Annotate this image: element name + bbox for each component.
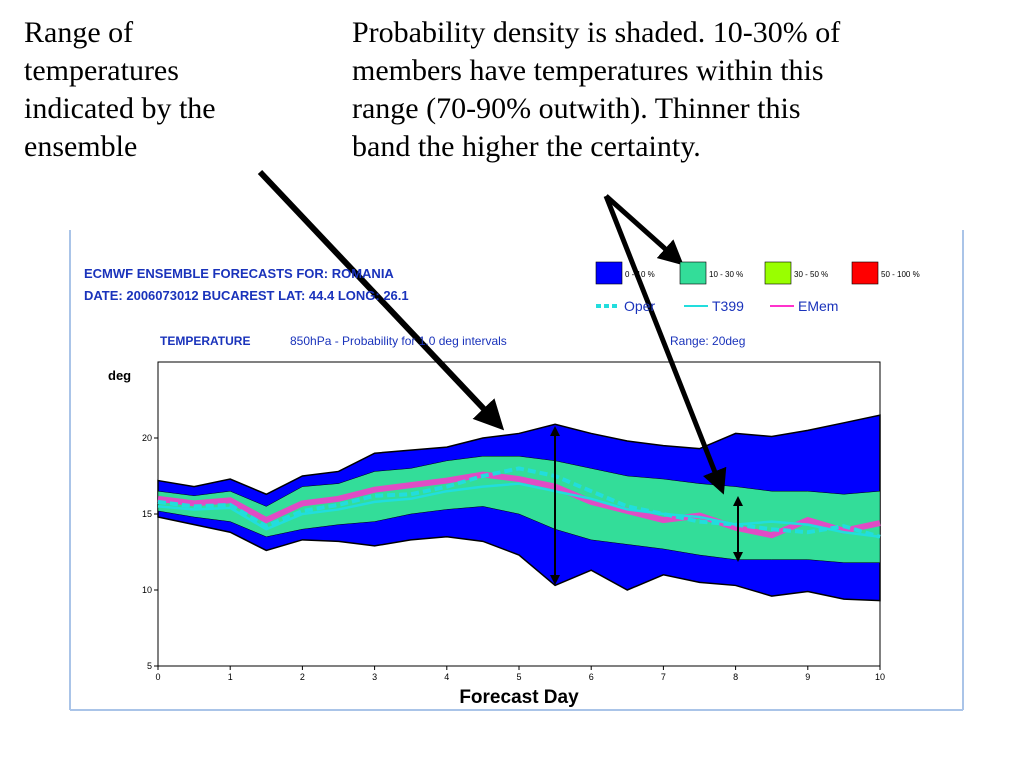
x-tick-label: 5 [516, 672, 521, 682]
x-tick-label: 7 [661, 672, 666, 682]
forecast-line [157, 482, 881, 539]
legend-label: EMem [798, 298, 838, 314]
legend-label: Oper [624, 298, 655, 314]
x-tick-label: 9 [805, 672, 810, 682]
legend-label: 50 - 100 % [881, 270, 920, 279]
chart-title: DATE: 2006073012 BUCAREST LAT: 44.4 LONG… [84, 288, 409, 303]
note-right: band the higher the certainty. [352, 130, 701, 163]
x-tick-label: 4 [444, 672, 449, 682]
x-tick-label: 3 [372, 672, 377, 682]
legend-swatch [764, 261, 792, 285]
legend-label: 30 - 50 % [794, 270, 828, 279]
subtitle: TEMPERATURE [160, 334, 250, 348]
arrow [604, 194, 684, 266]
x-tick-label: 6 [589, 672, 594, 682]
plot: 5 10 15 20 0 1 2 3 4 5 6 7 8 9 10 [142, 361, 885, 682]
forecast-line [157, 471, 881, 539]
probability-band [157, 455, 881, 563]
x-axis-label: Forecast Day [459, 687, 579, 708]
y-tick-label: 15 [142, 509, 152, 519]
note-right: members have temperatures within this [352, 54, 824, 87]
x-tick-label: 1 [228, 672, 233, 682]
note-left: ensemble [24, 130, 137, 163]
note-left: Range of [24, 16, 133, 49]
x-tick-label: 8 [733, 672, 738, 682]
x-tick-label: 2 [300, 672, 305, 682]
arrow [257, 169, 505, 431]
legend-swatch [679, 261, 707, 285]
y-tick-label: 20 [142, 433, 152, 443]
y-axis-label: deg [108, 368, 131, 383]
legend-label: T399 [712, 298, 744, 314]
note-right: Probability density is shaded. 10-30% of [352, 16, 840, 49]
legend-label: 10 - 30 % [709, 270, 743, 279]
legend-swatch [595, 261, 623, 285]
x-tick-label: 10 [875, 672, 885, 682]
note-left: indicated by the [24, 92, 216, 125]
overlay [257, 169, 743, 585]
legend-swatch [851, 261, 879, 285]
y-tick-label: 5 [147, 661, 152, 671]
forecast-line [157, 466, 881, 539]
y-tick-label: 10 [142, 585, 152, 595]
arrow [603, 195, 727, 495]
range-note: Range: 20deg [670, 334, 745, 348]
chart-title: ECMWF ENSEMBLE FORECASTS FOR: ROMANIA [84, 266, 394, 281]
legend-label: 0 - 10 % [625, 270, 655, 279]
note-left: temperatures [24, 54, 179, 87]
subtitle: 850hPa - Probability for 1.0 deg interva… [290, 334, 507, 348]
x-tick-label: 0 [155, 672, 160, 682]
note-right: range (70-90% outwith). Thinner this [352, 92, 801, 125]
